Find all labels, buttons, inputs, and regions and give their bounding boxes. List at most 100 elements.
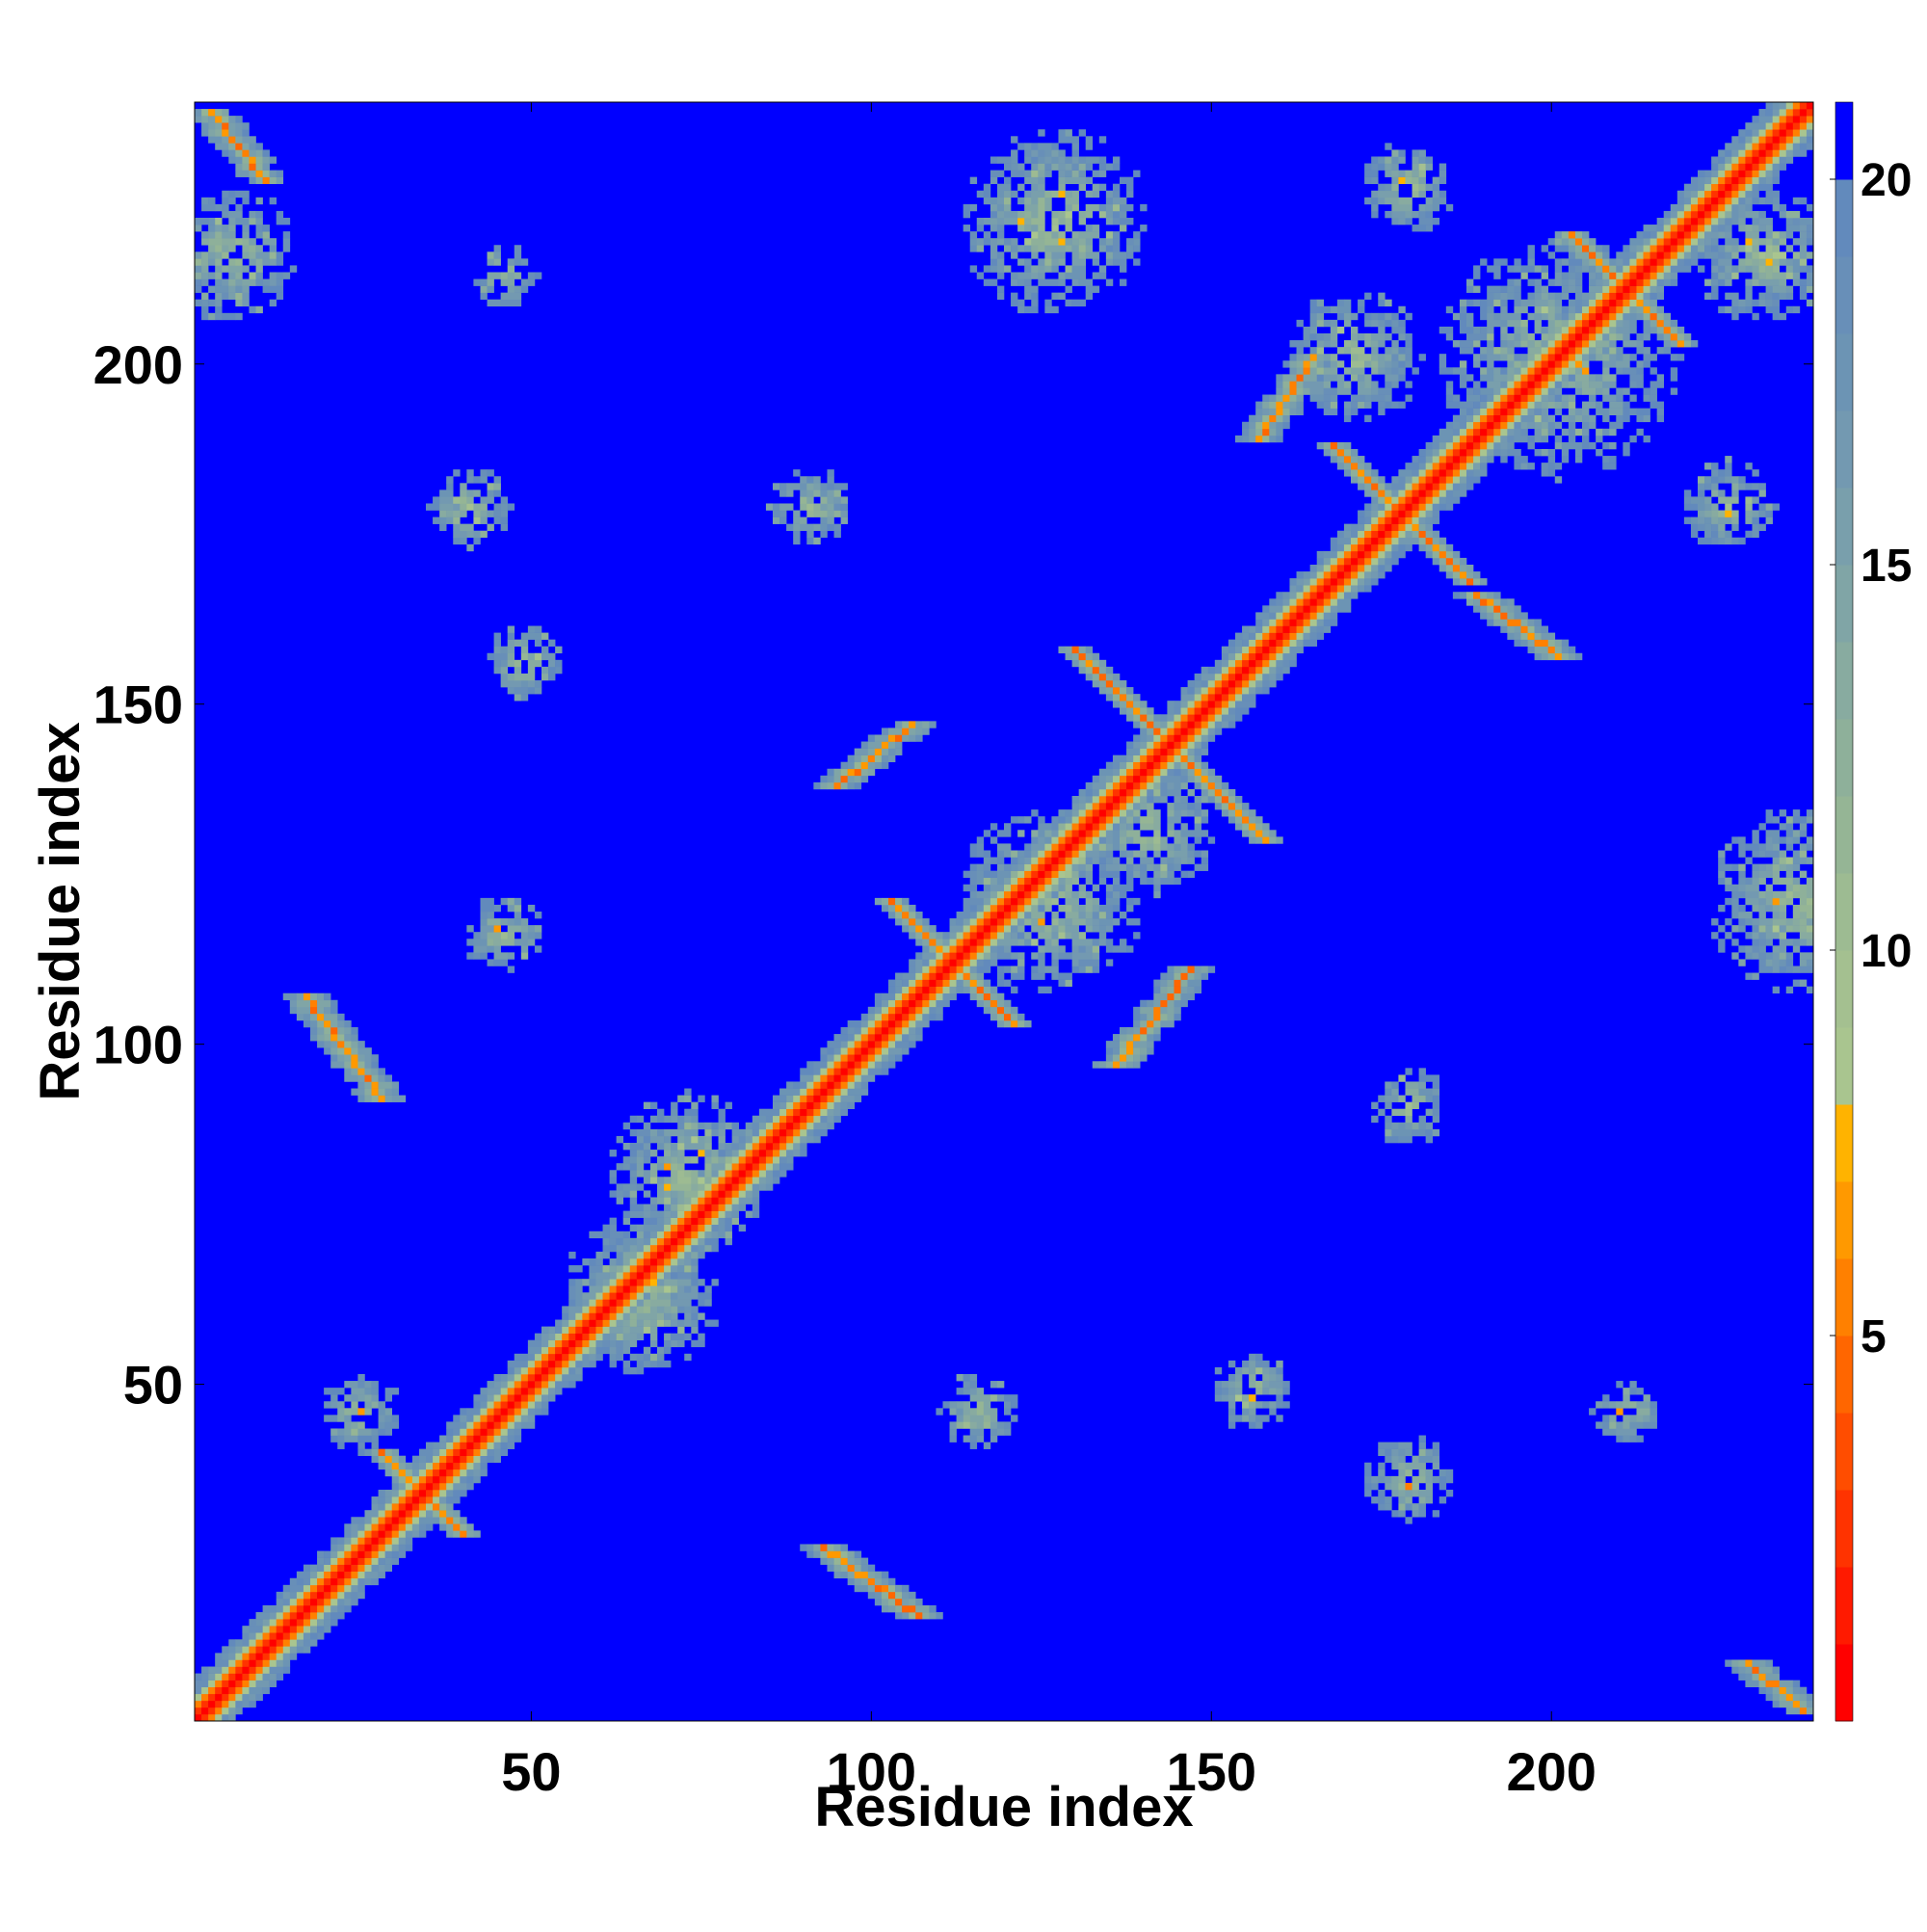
heatmap-cell bbox=[1731, 510, 1739, 517]
heatmap-cell bbox=[1425, 441, 1434, 450]
heatmap-cell bbox=[1085, 796, 1094, 804]
heatmap-cell bbox=[1078, 870, 1087, 879]
heatmap-cell bbox=[1051, 972, 1059, 980]
heatmap-cell bbox=[1126, 816, 1134, 824]
heatmap-cell bbox=[534, 1374, 542, 1382]
heatmap-cell bbox=[1112, 680, 1121, 688]
heatmap-cell bbox=[433, 1442, 440, 1449]
heatmap-cell bbox=[1180, 707, 1188, 715]
heatmap-cell bbox=[1187, 788, 1195, 797]
heatmap-cell bbox=[929, 966, 937, 973]
heatmap-cell bbox=[378, 1428, 385, 1436]
heatmap-cell bbox=[520, 1415, 529, 1422]
heatmap-cell bbox=[460, 1415, 467, 1422]
heatmap-cell bbox=[922, 986, 930, 994]
heatmap-cell bbox=[1412, 1122, 1419, 1130]
heatmap-cell bbox=[460, 483, 467, 490]
heatmap-cell bbox=[493, 1401, 501, 1409]
heatmap-cell bbox=[1758, 925, 1766, 933]
heatmap-cell bbox=[731, 1190, 740, 1198]
heatmap-cell bbox=[1432, 1442, 1440, 1449]
heatmap-cell bbox=[1378, 1469, 1386, 1477]
heatmap-cell bbox=[773, 1163, 780, 1171]
heatmap-cell bbox=[446, 476, 454, 484]
heatmap-cell bbox=[677, 1150, 685, 1157]
heatmap-cell bbox=[956, 932, 964, 940]
heatmap-cell bbox=[228, 1693, 236, 1702]
heatmap-cell bbox=[405, 1475, 413, 1484]
heatmap-cell bbox=[1500, 441, 1508, 450]
heatmap-cell bbox=[684, 1143, 705, 1151]
heatmap-cell bbox=[317, 1577, 325, 1586]
heatmap-cell bbox=[493, 952, 509, 960]
heatmap-cell bbox=[840, 1095, 856, 1102]
heatmap-cell bbox=[1806, 897, 1814, 906]
heatmap-cell bbox=[282, 992, 298, 1001]
heatmap-cell bbox=[446, 1448, 454, 1457]
heatmap-cell bbox=[990, 877, 998, 886]
heatmap-cell bbox=[602, 1224, 610, 1232]
heatmap-cell bbox=[1112, 687, 1121, 695]
heatmap-cell bbox=[1214, 687, 1223, 695]
heatmap-cell bbox=[622, 1360, 631, 1368]
heatmap-cell bbox=[520, 1366, 529, 1375]
heatmap-cell bbox=[1547, 333, 1556, 341]
heatmap-cell bbox=[1758, 890, 1766, 899]
heatmap-cell bbox=[1378, 483, 1386, 490]
heatmap-cell bbox=[969, 945, 978, 953]
heatmap-cell bbox=[725, 1231, 732, 1239]
heatmap-cell bbox=[983, 904, 991, 913]
heatmap-cell bbox=[1629, 354, 1637, 361]
heatmap-cell bbox=[1799, 979, 1808, 987]
heatmap-cell bbox=[487, 939, 494, 946]
heatmap-cell bbox=[1140, 863, 1148, 871]
heatmap-cell bbox=[351, 1068, 358, 1075]
heatmap-cell bbox=[902, 992, 910, 1001]
heatmap-cell bbox=[636, 1224, 645, 1232]
heatmap-cell bbox=[1105, 796, 1114, 804]
heatmap-cell bbox=[1636, 1388, 1644, 1395]
heatmap-cell bbox=[1201, 748, 1209, 755]
heatmap-cell bbox=[1282, 1388, 1290, 1395]
heatmap-cell bbox=[520, 1421, 536, 1429]
heatmap-cell bbox=[602, 1285, 610, 1293]
heatmap-cell bbox=[909, 904, 916, 913]
heatmap-cell bbox=[473, 510, 481, 517]
heatmap-cell bbox=[1541, 354, 1549, 361]
heatmap-cell bbox=[548, 666, 556, 675]
heatmap-cell bbox=[1473, 421, 1481, 430]
heatmap-cell bbox=[466, 543, 474, 552]
heatmap-cell bbox=[1636, 340, 1644, 348]
heatmap-cell bbox=[1405, 1517, 1412, 1524]
heatmap-cell bbox=[1704, 496, 1712, 504]
heatmap-cell bbox=[657, 1346, 665, 1355]
heatmap-cell bbox=[1017, 857, 1025, 864]
heatmap-cell bbox=[371, 1435, 379, 1442]
heatmap-cell bbox=[1235, 1394, 1243, 1402]
heatmap-cell bbox=[371, 1496, 379, 1504]
heatmap-cell bbox=[909, 1041, 916, 1048]
heatmap-cell bbox=[1507, 598, 1515, 606]
heatmap-cell bbox=[1385, 1115, 1392, 1124]
heatmap-cell bbox=[1262, 639, 1270, 648]
heatmap-cell bbox=[1487, 360, 1494, 368]
heatmap-cell bbox=[1779, 1686, 1787, 1695]
heatmap-cell bbox=[725, 1224, 732, 1232]
heatmap-cell bbox=[1343, 456, 1352, 463]
heatmap-cell bbox=[1371, 510, 1379, 517]
heatmap-cell bbox=[765, 1177, 774, 1184]
heatmap-cell bbox=[1065, 816, 1072, 824]
heatmap-cell bbox=[1561, 340, 1570, 348]
heatmap-cell bbox=[936, 1408, 943, 1416]
heatmap-cell bbox=[1160, 877, 1175, 886]
heatmap-cell bbox=[936, 979, 943, 987]
heatmap-cell bbox=[1140, 850, 1148, 858]
heatmap-cell bbox=[1309, 625, 1318, 633]
heatmap-cell bbox=[983, 952, 991, 960]
heatmap-cell bbox=[1731, 516, 1739, 524]
heatmap-cell bbox=[208, 1713, 216, 1722]
heatmap-cell bbox=[1201, 809, 1209, 817]
heatmap-cell bbox=[1398, 490, 1406, 497]
heatmap-cell bbox=[915, 939, 923, 946]
heatmap-cell bbox=[1405, 1081, 1419, 1089]
